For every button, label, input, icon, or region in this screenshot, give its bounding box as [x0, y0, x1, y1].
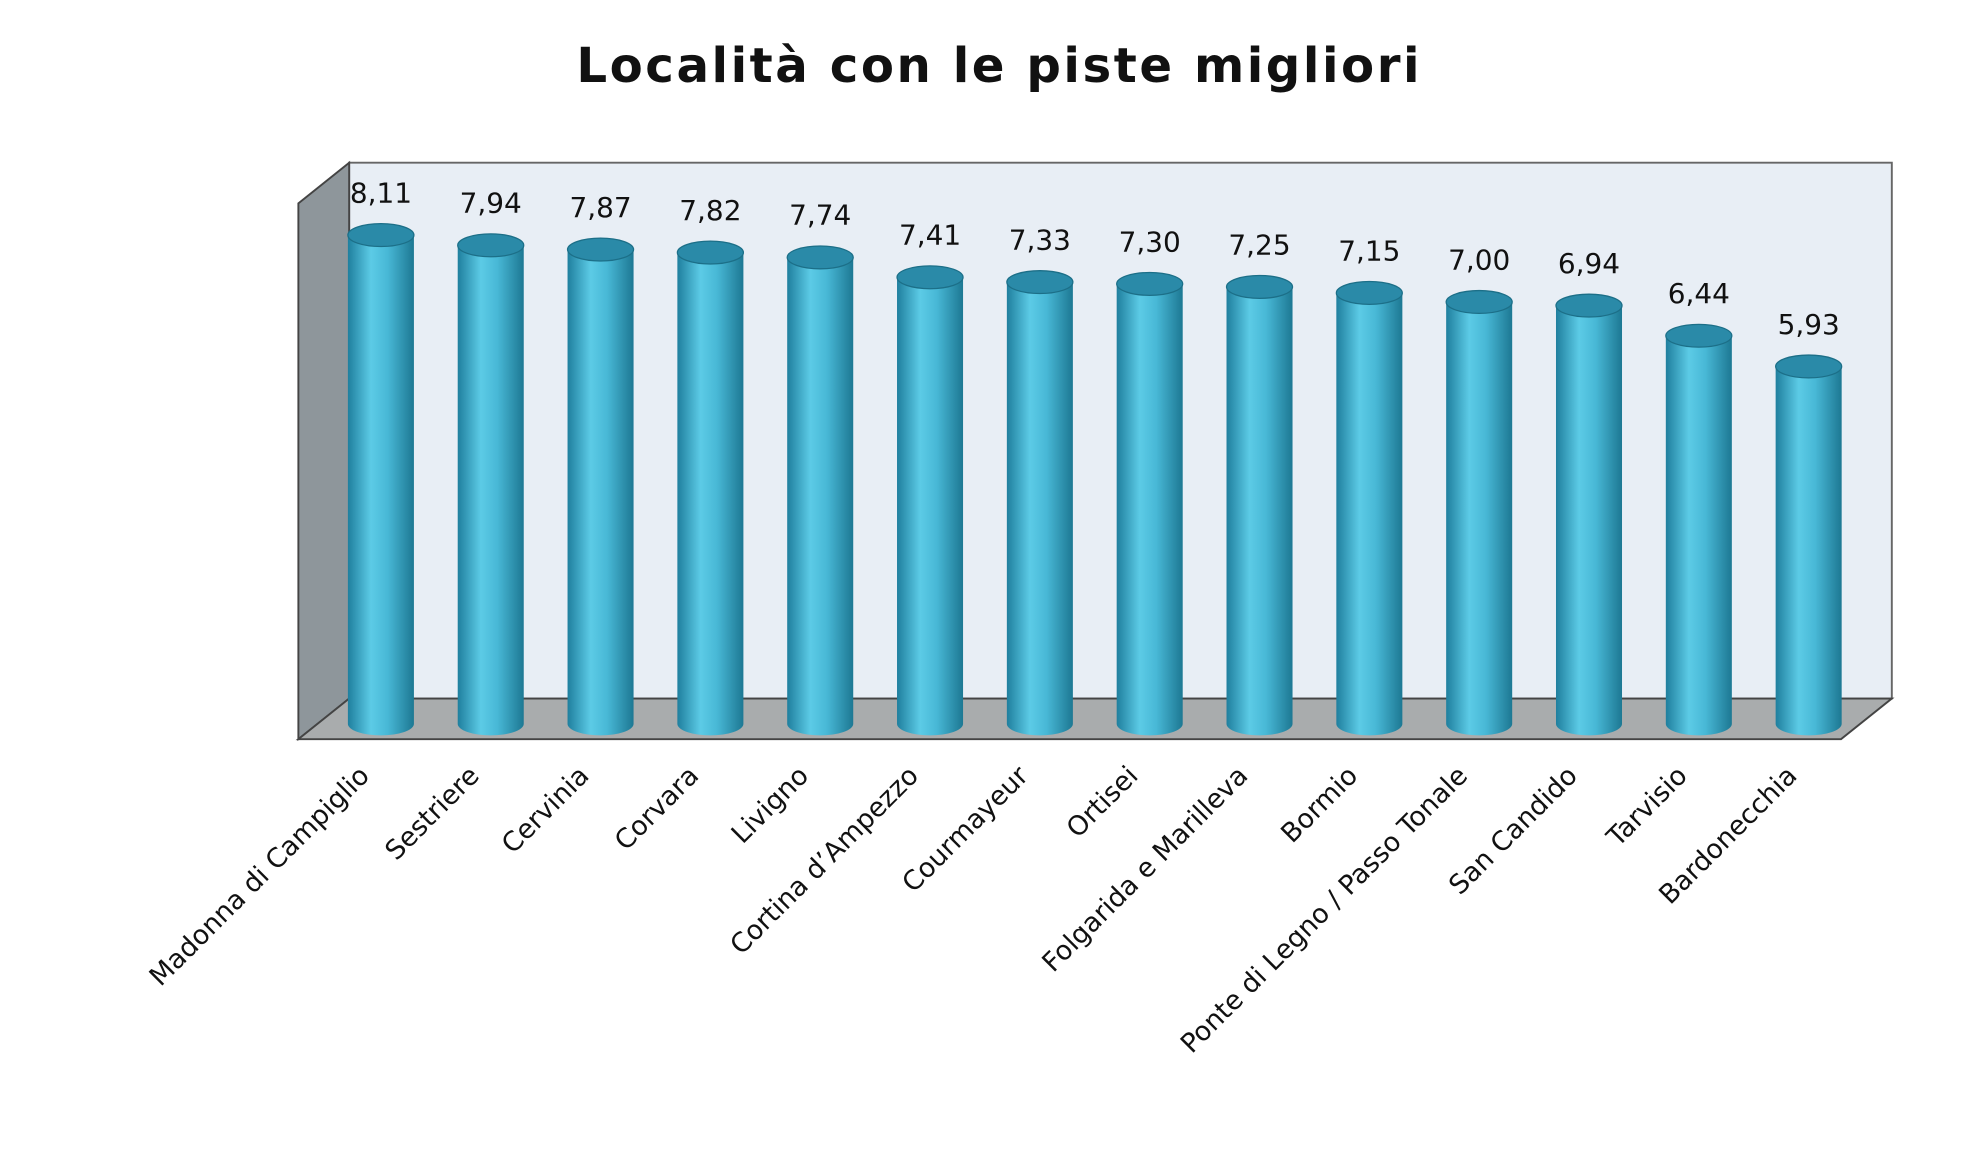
bar-top	[1006, 270, 1074, 295]
bar-top	[1116, 271, 1184, 296]
value-label: 7,87	[569, 191, 631, 224]
value-label: 6,94	[1558, 247, 1620, 280]
value-label: 7,00	[1448, 243, 1510, 276]
bar	[1116, 283, 1183, 736]
value-label: 5,93	[1778, 308, 1840, 341]
value-label: 7,94	[460, 187, 522, 220]
bar-top	[1335, 280, 1403, 306]
value-label: 6,44	[1668, 277, 1730, 310]
value-label: 7,82	[679, 194, 741, 227]
x-tick-label: Madonna di Campiglio	[144, 760, 376, 992]
bar	[1446, 301, 1513, 736]
x-tick-label: Folgarida e Marilleva	[1036, 760, 1254, 978]
bar	[787, 257, 854, 736]
bar	[567, 249, 634, 736]
chart-title: Località con le piste migliori	[576, 38, 1422, 94]
bar-top	[1445, 289, 1513, 315]
bar	[1555, 305, 1623, 736]
bar	[457, 245, 524, 736]
bar-top	[347, 223, 415, 248]
value-label: 8,11	[350, 176, 412, 209]
x-tick-label: Corvara	[609, 760, 705, 856]
bar	[1665, 335, 1732, 736]
bar	[897, 277, 964, 736]
bar-top	[896, 265, 964, 290]
x-tick-label: Bormio	[1275, 760, 1364, 849]
bar-top	[566, 237, 635, 262]
bar	[1006, 282, 1073, 736]
bar	[1226, 286, 1293, 736]
value-label: 7,74	[789, 199, 851, 232]
value-label: 7,41	[899, 219, 961, 252]
value-label: 7,15	[1338, 234, 1400, 267]
bar-top	[786, 245, 854, 270]
bar-top	[1775, 354, 1843, 379]
x-tick-label: Ortisei	[1061, 760, 1145, 844]
x-tick-label: Sestriere	[379, 760, 485, 866]
bar-top	[1225, 274, 1294, 299]
bar-top	[676, 240, 745, 265]
bar-top	[1555, 293, 1623, 318]
value-label: 7,25	[1228, 228, 1290, 261]
value-label: 7,30	[1119, 225, 1181, 258]
bar-top	[457, 233, 525, 258]
side-wall	[297, 160, 351, 742]
bar	[677, 252, 744, 736]
floor	[295, 697, 1895, 741]
bar	[1775, 366, 1842, 736]
x-tick-label: Livigno	[726, 760, 815, 849]
x-tick-label: Tarvisio	[1600, 760, 1693, 853]
bar-top	[1665, 323, 1733, 348]
x-tick-label: Cortina d’Ampezzo	[724, 760, 925, 961]
bar	[347, 235, 414, 736]
value-label: 7,33	[1009, 223, 1071, 256]
bar	[1336, 292, 1403, 736]
x-tick-label: Cervinia	[496, 760, 596, 860]
